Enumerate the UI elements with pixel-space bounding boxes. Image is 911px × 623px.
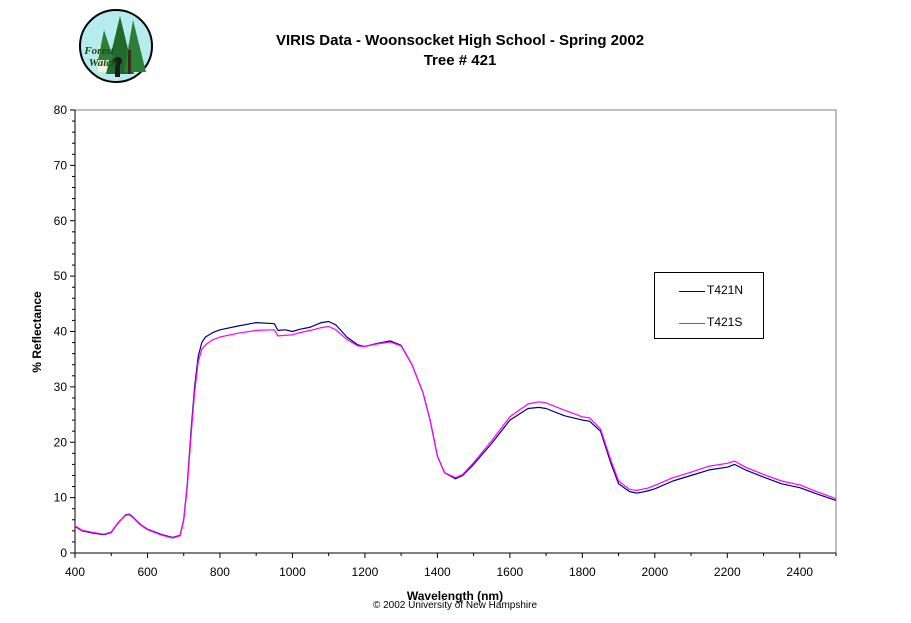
y-tick-label: 80 <box>54 103 68 117</box>
x-tick-label: 2400 <box>786 565 813 579</box>
copyright-notice: © 2002 University of New Hampshire <box>372 600 538 611</box>
axes: 0 10 20 30 40 50 60 70 80 400 600 800 1000 1200 1400 16… <box>54 103 837 579</box>
x-tick-label: 2000 <box>641 565 668 579</box>
y-tick-label: 70 <box>54 158 68 172</box>
x-tick-label: 400 <box>65 565 85 579</box>
legend-swatch-t421n <box>679 291 705 292</box>
x-tick-label: 1600 <box>497 565 524 579</box>
chart-subtitle: Tree # 421 <box>423 52 497 69</box>
chart-title: VIRIS Data - Woonsocket High School - Sp… <box>275 32 645 49</box>
y-tick-label: 0 <box>60 546 67 560</box>
y-tick-label: 50 <box>54 269 68 283</box>
y-tick-label: 20 <box>54 435 68 449</box>
series-line-t421s <box>74 325 837 539</box>
x-tick-label: 1000 <box>279 565 306 579</box>
y-tick-label: 10 <box>54 491 68 505</box>
y-tick-label: 40 <box>54 325 68 339</box>
legend-label-t421n: T421N <box>707 283 744 297</box>
logo-text-forest: Forest <box>83 45 114 57</box>
x-axis-label: Wavelength (nm) <box>407 589 503 603</box>
legend-swatch-t421s <box>679 323 705 324</box>
x-tick-label: 800 <box>210 565 230 579</box>
x-tick-label: 1800 <box>569 565 596 579</box>
logo-text-watch: Watch <box>89 57 118 69</box>
legend-label-t421s: T421S <box>707 315 743 329</box>
x-tick-label: 2200 <box>714 565 741 579</box>
series-layer <box>74 320 837 539</box>
y-tick-label: 30 <box>54 380 68 394</box>
legend: T421N T421S <box>654 272 764 339</box>
x-tick-label: 1200 <box>352 565 379 579</box>
series-line-t421n <box>74 320 837 539</box>
y-axis-label: % Reflectance <box>30 291 44 373</box>
y-tick-label: 60 <box>54 214 68 228</box>
x-tick-label: 600 <box>137 565 157 579</box>
forest-watch-logo: Forest Watch <box>79 9 153 83</box>
x-tick-label: 1400 <box>424 565 451 579</box>
